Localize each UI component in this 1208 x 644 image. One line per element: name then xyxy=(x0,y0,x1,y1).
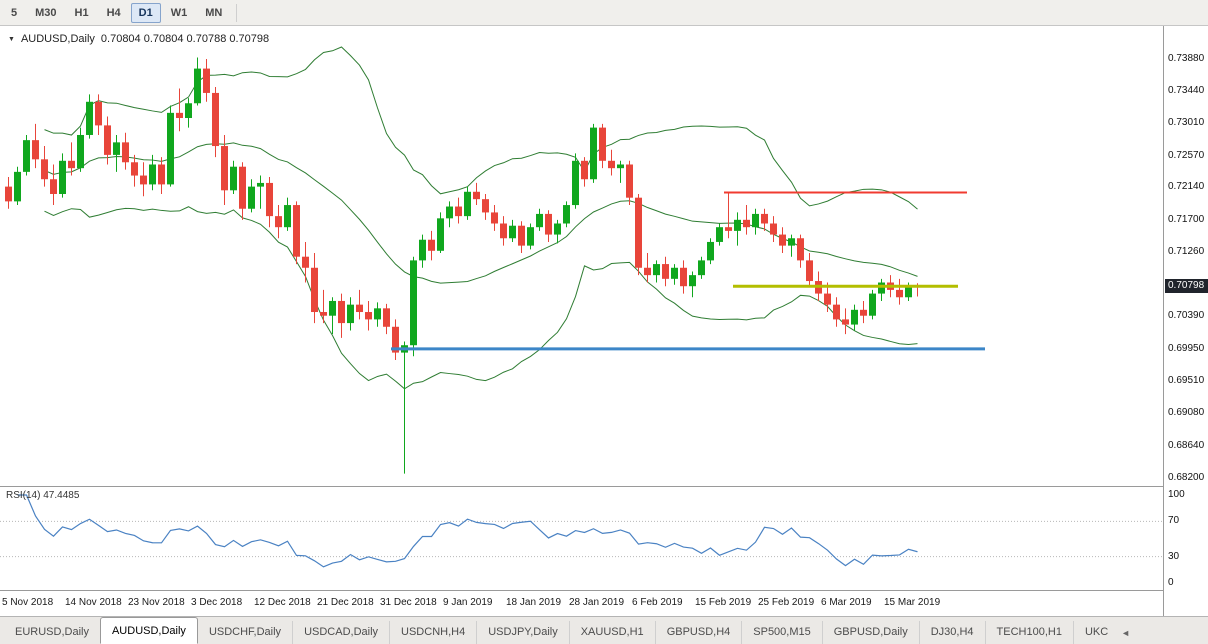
price-axis-label: 0.72570 xyxy=(1168,149,1205,161)
time-axis-label: 21 Dec 2018 xyxy=(317,597,374,608)
price-axis-label: 0.72140 xyxy=(1168,181,1205,193)
price-axis-label: 0.71700 xyxy=(1168,213,1205,225)
time-axis-label: 15 Mar 2019 xyxy=(884,597,941,608)
chart-title-symbol: AUDUSD,Daily xyxy=(20,33,95,45)
price-axis-label: 0.73440 xyxy=(1168,85,1205,97)
chart-tab-usdcad-daily[interactable]: USDCAD,Daily xyxy=(292,621,389,644)
rsi-chart-canvas[interactable] xyxy=(0,487,1163,590)
chart-tab-usdcnh-h4[interactable]: USDCNH,H4 xyxy=(389,621,476,644)
rsi-axis-label: 100 xyxy=(1168,489,1185,500)
rsi-indicator-panel[interactable]: RSI(14) 47.4485 xyxy=(0,487,1163,591)
chart-tab-gbpusd-daily[interactable]: GBPUSD,Daily xyxy=(821,621,919,644)
rsi-line xyxy=(17,494,918,568)
time-axis-label: 12 Dec 2018 xyxy=(254,597,311,608)
price-axis-label: 0.69510 xyxy=(1168,375,1205,387)
timeframe-button-D1[interactable]: D1 xyxy=(130,2,161,23)
timeframe-button-MN[interactable]: MN xyxy=(205,6,223,19)
rsi-axis-label: 30 xyxy=(1168,550,1180,562)
chart-tab-ukc[interactable]: UKC xyxy=(1072,621,1119,644)
chart-tab-eurusd-daily[interactable]: EURUSD,Daily xyxy=(15,626,89,638)
price-axis-label: 0.70390 xyxy=(1168,310,1205,322)
rsi-label: RSI(14) 47.4485 xyxy=(6,490,80,501)
chart-tab-audusd-daily[interactable]: AUDUSD,Daily xyxy=(99,617,198,644)
time-axis-label: 6 Mar 2019 xyxy=(821,597,872,608)
chart-tab-usdjpy-daily[interactable]: USDJPY,Daily xyxy=(476,621,569,644)
price-axis-label: 0.69950 xyxy=(1168,342,1205,354)
current-price-badge: 0.70798 xyxy=(1165,279,1208,294)
chart-tab-dj30-h4[interactable]: DJ30,H4 xyxy=(918,621,985,644)
time-axis-label: 15 Feb 2019 xyxy=(695,597,752,608)
price-axis-label: 0.71260 xyxy=(1168,246,1205,258)
time-axis-label: 18 Jan 2019 xyxy=(506,597,562,608)
price-axis-label: 0.73010 xyxy=(1168,117,1205,129)
time-axis[interactable]: 5 Nov 2018 14 Nov 2018 23 Nov 2018 3 Dec 20… xyxy=(0,592,1163,616)
price-axis[interactable]: 0.70798 0.73880 0.73440 0.73010 0.72570 0.72… xyxy=(1163,26,1208,616)
time-axis-label: 25 Feb 2019 xyxy=(758,597,815,608)
chart-tab-gbpusd-h4[interactable]: GBPUSD,H4 xyxy=(654,621,742,644)
price-axis-label: 0.69080 xyxy=(1168,407,1205,419)
timeframe-button-W1[interactable]: W1 xyxy=(170,6,188,19)
chart-tab-sp500-m15[interactable]: SP500,M15 xyxy=(741,621,821,644)
chart-title: ▼ AUDUSD,Daily 0.70804 0.70804 0.70788 0… xyxy=(8,33,269,45)
time-axis-label: 23 Nov 2018 xyxy=(128,597,185,608)
candlestick-chart-canvas[interactable] xyxy=(0,26,1163,486)
price-axis-label: 0.68200 xyxy=(1168,472,1205,483)
price-axis-label: 0.73880 xyxy=(1168,53,1205,64)
timeframe-toolbar: 5 M30 H1 H4 D1 W1 MN xyxy=(0,0,1208,26)
time-axis-label: 28 Jan 2019 xyxy=(569,597,625,608)
candles-series xyxy=(5,57,921,474)
chart-tab-xauusd-h1[interactable]: XAUUSD,H1 xyxy=(568,621,655,644)
price-axis-label: 0.68640 xyxy=(1168,439,1205,451)
time-axis-label: 6 Feb 2019 xyxy=(632,597,683,608)
rsi-axis-label: 0 xyxy=(1168,577,1174,588)
time-axis-label: 31 Dec 2018 xyxy=(380,597,437,608)
rsi-axis-label: 70 xyxy=(1168,515,1180,527)
time-axis-label: 5 Nov 2018 xyxy=(2,597,54,608)
symbol-dropdown-icon: ▼ xyxy=(8,35,15,43)
chart-tab-tech100-h1[interactable]: TECH100,H1 xyxy=(984,621,1073,644)
time-axis-label: 9 Jan 2019 xyxy=(443,597,493,608)
timeframe-button-M30[interactable]: M30 xyxy=(35,6,57,19)
toolbar-separator xyxy=(236,3,238,22)
timeframe-button-5[interactable]: 5 xyxy=(11,6,18,19)
tab-scroll-arrow-icon[interactable]: ◄ xyxy=(1121,628,1131,638)
price-chart-area[interactable]: ▼ AUDUSD,Daily 0.70804 0.70804 0.70788 0… xyxy=(0,26,1163,487)
chart-tab-usdchf-daily[interactable]: USDCHF,Daily xyxy=(208,626,282,638)
bollinger-bands xyxy=(44,46,918,390)
chart-tab-bar: EURUSD,Daily AUDUSD,Daily USDCHF,Daily USDC… xyxy=(0,616,1208,644)
time-axis-label: 3 Dec 2018 xyxy=(191,597,243,608)
time-axis-label: 14 Nov 2018 xyxy=(65,597,122,608)
chart-title-ohlc: 0.70804 0.70804 0.70788 0.70798 xyxy=(100,33,270,45)
timeframe-button-H4[interactable]: H4 xyxy=(106,6,121,19)
timeframe-button-H1[interactable]: H1 xyxy=(74,6,89,19)
